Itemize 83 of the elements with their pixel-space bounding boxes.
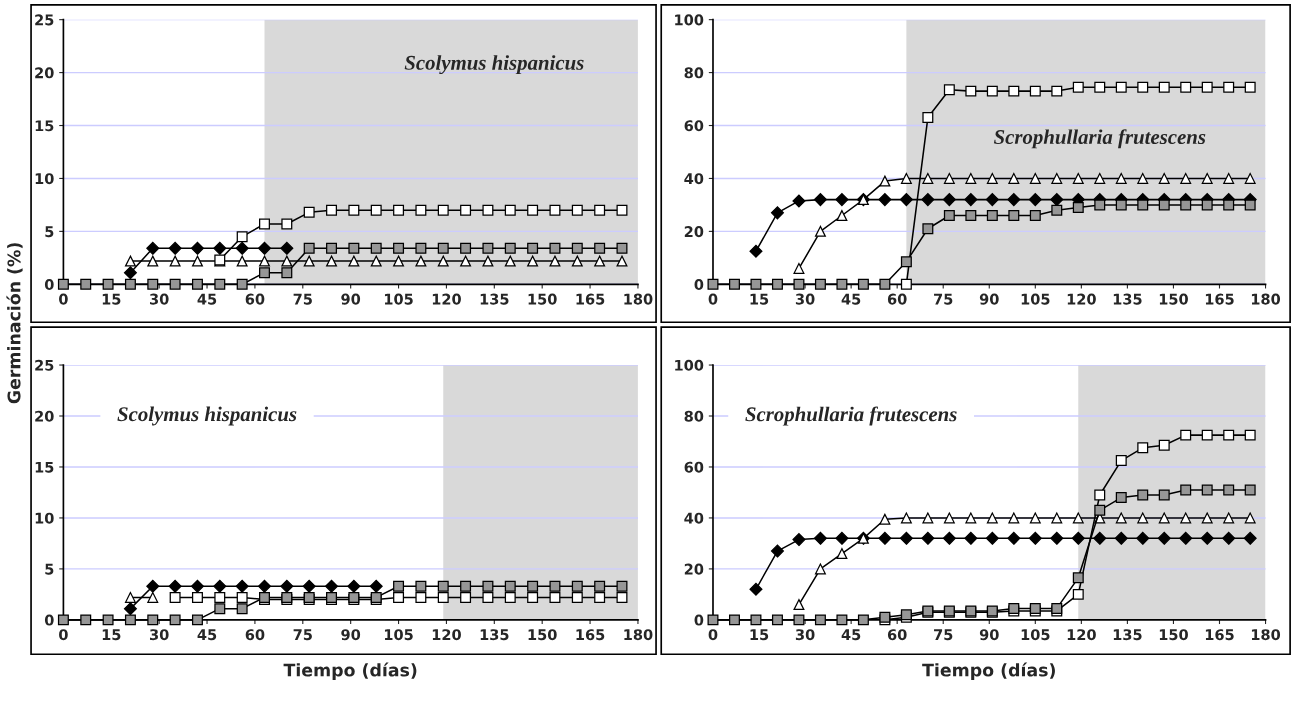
annotation: Scrophullaria frutescens [745,406,957,426]
x-tick-label: 90 [341,293,361,305]
x-tick-label: 60 [245,629,265,641]
x-tick-label: 15 [750,629,769,641]
x-tick-label: 105 [384,293,413,305]
x-tick-label: 15 [102,629,121,641]
x-tick-label: 30 [149,629,169,641]
x-tick-label: 45 [197,293,217,305]
x-tick-label: 15 [102,293,121,305]
x-tick-label: 0 [59,293,68,305]
y-tick-label: 40 [684,173,704,185]
x-tick-label: 180 [624,629,653,641]
x-tick-label: 165 [576,293,605,305]
x-tick-label: 75 [934,629,953,641]
x-tick-label: 180 [1251,293,1281,305]
y-tick-label: 20 [35,410,54,422]
x-tick-label: 165 [1205,293,1234,305]
y-tick-label: 60 [684,120,704,132]
x-tick-label: 45 [841,293,861,305]
y-axis-title: Germinación (%) [6,243,23,404]
y-tick-label: 100 [675,359,704,371]
x-tick-label: 105 [384,629,413,641]
annotation: Scolymus hispanicus [404,55,584,75]
y-tick-label: 20 [684,226,704,238]
x-tick-label: 90 [979,293,999,305]
x-tick-label: 0 [59,629,68,641]
x-tick-label: 180 [624,293,653,305]
x-tick-label: 75 [293,293,312,305]
x-tick-label: 135 [480,629,509,641]
x-tick-label: 60 [887,293,907,305]
x-tick-label: 135 [1113,629,1142,641]
annotation: Scrophullaria frutescens [993,129,1206,149]
y-tick-label: 15 [35,120,54,132]
y-tick-label: 100 [675,14,704,26]
y-tick-label: 5 [45,563,54,575]
x-tick-label: 45 [197,629,217,641]
x-tick-label: 150 [1159,293,1188,305]
y-tick-label: 20 [35,67,54,79]
x-tick-label: 120 [432,293,461,305]
x-tick-label: 75 [293,629,312,641]
y-tick-label: 0 [694,614,704,626]
y-tick-label: 20 [684,563,704,575]
x-tick-label: 150 [528,293,557,305]
x-tick-label: 150 [528,629,557,641]
y-tick-label: 0 [44,614,54,626]
x-tick-label: 75 [934,293,953,305]
x-tick-label: 45 [841,629,861,641]
x-tick-label: 90 [979,629,999,641]
x-tick-label: 105 [1021,293,1050,305]
y-tick-label: 15 [35,461,54,473]
x-tick-label: 165 [576,629,605,641]
x-tick-label: 120 [1067,293,1096,305]
y-tick-label: 40 [684,512,704,524]
x-tick-label: 60 [245,293,265,305]
x-tick-label: 135 [1113,293,1142,305]
y-tick-label: 0 [694,279,704,291]
x-tick-label: 120 [432,629,461,641]
x-tick-label: 150 [1159,629,1188,641]
y-tick-label: 0 [44,279,54,291]
x-axis-title: Tiempo (días) [283,662,417,680]
x-tick-label: 120 [1067,629,1096,641]
x-axis-title: Tiempo (días) [922,662,1055,680]
x-tick-label: 30 [795,293,815,305]
x-tick-label: 30 [795,629,815,641]
y-tick-label: 10 [35,173,54,185]
x-tick-label: 15 [750,293,769,305]
x-tick-label: 0 [708,629,718,641]
x-tick-label: 105 [1021,629,1050,641]
y-tick-label: 60 [684,461,704,473]
y-tick-label: 10 [35,512,54,524]
y-tick-label: 25 [35,14,54,26]
y-tick-label: 25 [35,359,54,371]
x-tick-label: 165 [1205,629,1234,641]
y-tick-label: 80 [684,410,704,422]
x-tick-label: 90 [341,629,361,641]
x-tick-label: 60 [887,629,907,641]
x-tick-label: 135 [480,293,509,305]
x-tick-label: 30 [149,293,169,305]
x-tick-label: 0 [708,293,718,305]
x-tick-label: 180 [1251,629,1281,641]
annotation: Scolymus hispanicus [117,406,297,426]
y-tick-label: 5 [45,226,54,238]
y-tick-label: 80 [684,67,704,79]
